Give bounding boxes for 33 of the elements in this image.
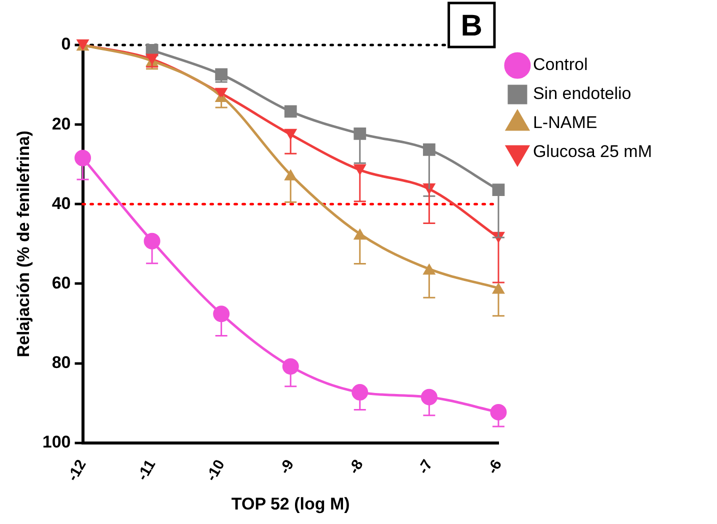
point [490, 404, 507, 420]
point [422, 143, 436, 156]
legend-label: Control [532, 55, 588, 74]
text: B [460, 9, 482, 42]
y-tick-label: 60 [52, 273, 71, 292]
x-tick-label: -8 [346, 456, 367, 477]
y-axis-title: Relajación (% de fenilefrina) [14, 130, 33, 358]
point [284, 169, 298, 180]
legend-label: Sin endotelio [532, 84, 632, 104]
point [284, 105, 297, 118]
point [214, 88, 228, 100]
x-tick-label: -10 [202, 456, 228, 484]
legend-label: Glucosa 25 mM [532, 142, 652, 162]
point [352, 384, 368, 401]
x-axis-title: TOP 52 (log M) [231, 494, 350, 514]
x-tick-label: -7 [414, 456, 436, 477]
y-tick-label: 100 [42, 432, 71, 452]
y-tick-label: 20 [52, 114, 71, 134]
point [282, 358, 299, 375]
point [354, 128, 366, 140]
x-tick-label: -12 [64, 456, 90, 484]
legend-label: L-NAME [532, 113, 598, 132]
point [420, 388, 438, 406]
y-tick-label: 40 [52, 194, 71, 213]
point [492, 184, 505, 196]
y-tick-label: 0 [61, 34, 71, 54]
point [144, 232, 160, 250]
x-tick-label: -11 [134, 456, 160, 484]
x-tick-label: -6 [484, 456, 506, 477]
point [215, 68, 228, 81]
y-tick-label: 80 [52, 352, 71, 372]
point [213, 306, 230, 322]
x-tick-label: -9 [276, 456, 298, 477]
